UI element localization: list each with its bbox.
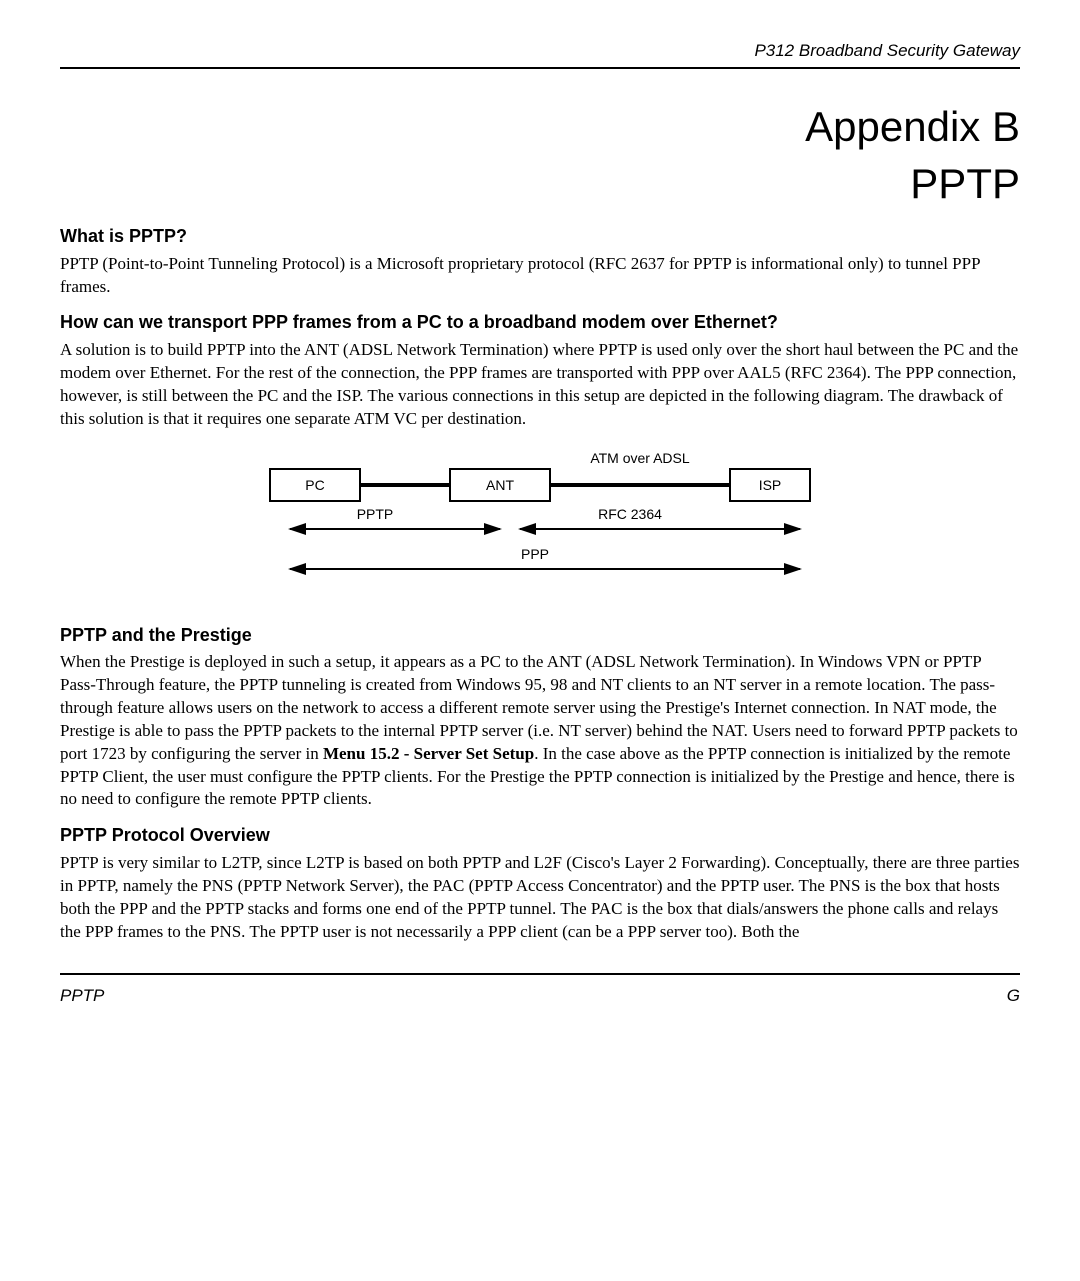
svg-text:PC: PC [305,477,324,493]
heading-pptp-prestige: PPTP and the Prestige [60,623,1020,647]
footer-left: PPTP [60,985,104,1008]
appendix-subtitle: PPTP [60,156,1020,213]
menu-ref-bold: Menu 15.2 - Server Set Setup [323,744,534,763]
heading-transport-ppp: How can we transport PPP frames from a P… [60,310,1020,334]
svg-text:PPP: PPP [521,546,549,562]
para-protocol-overview: PPTP is very similar to L2TP, since L2TP… [60,852,1020,944]
running-header: P312 Broadband Security Gateway [60,40,1020,69]
svg-text:ISP: ISP [759,477,782,493]
svg-text:RFC 2364: RFC 2364 [598,506,662,522]
appendix-title: Appendix B [60,99,1020,156]
para-pptp-prestige: When the Prestige is deployed in such a … [60,651,1020,812]
para-transport-ppp: A solution is to build PPTP into the ANT… [60,339,1020,431]
page-footer: PPTP G [60,973,1020,1008]
svg-text:ATM over ADSL: ATM over ADSL [590,450,690,466]
footer-right: G [1007,985,1020,1008]
pptp-diagram: PC ANT ISP ATM over ADSL PPTP RFC 2364 PPP [260,449,820,609]
svg-text:ANT: ANT [486,477,514,493]
para-what-is-pptp: PPTP (Point-to-Point Tunneling Protocol)… [60,253,1020,299]
heading-what-is-pptp: What is PPTP? [60,224,1020,248]
svg-text:PPTP: PPTP [357,506,394,522]
heading-protocol-overview: PPTP Protocol Overview [60,823,1020,847]
